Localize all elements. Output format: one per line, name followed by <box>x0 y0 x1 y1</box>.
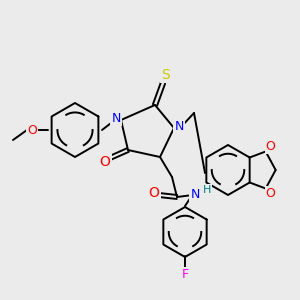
Text: F: F <box>182 268 189 281</box>
Text: O: O <box>100 155 110 169</box>
Text: N: N <box>111 112 121 124</box>
Text: N: N <box>190 188 200 200</box>
Text: S: S <box>160 68 169 82</box>
Text: N: N <box>174 119 184 133</box>
Text: O: O <box>266 187 276 200</box>
Text: O: O <box>148 186 159 200</box>
Text: O: O <box>27 124 37 136</box>
Text: O: O <box>266 140 276 153</box>
Text: H: H <box>203 185 211 195</box>
